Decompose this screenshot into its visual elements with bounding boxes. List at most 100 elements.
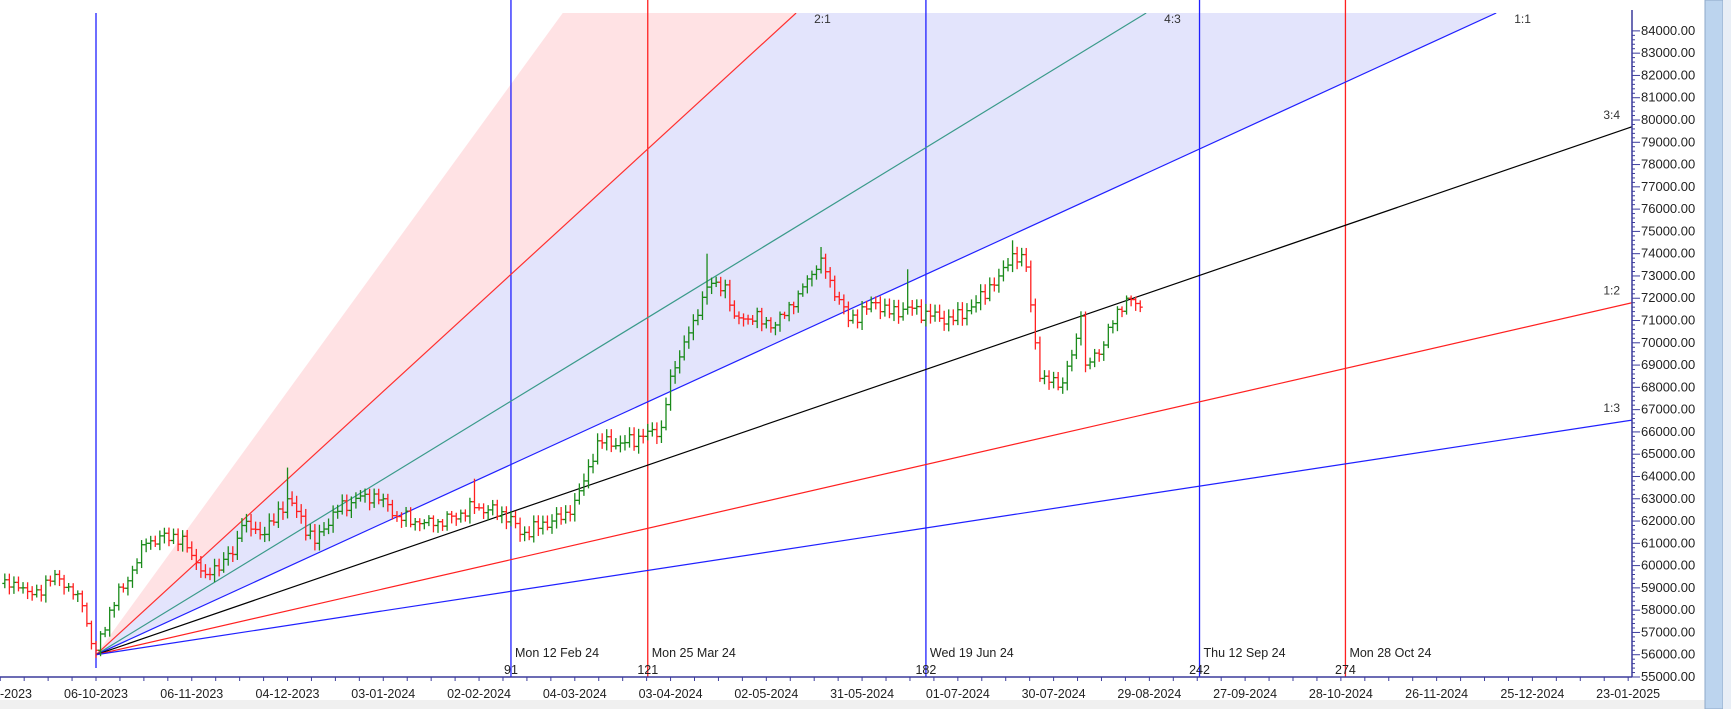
price-bar	[52, 569, 58, 586]
y-tick-label: 57000.00	[1641, 624, 1695, 639]
price-bar	[148, 535, 154, 550]
cycle-date-label: Thu 12 Sep 24	[1204, 646, 1286, 660]
price-bar	[152, 535, 158, 547]
price-bar	[891, 299, 897, 322]
price-bar	[513, 510, 519, 529]
fan-line	[95, 13, 797, 656]
y-tick-label: 75000.00	[1641, 223, 1695, 238]
fan-line-label: 1:2	[1603, 284, 1620, 298]
price-bar	[29, 586, 35, 601]
price-bar	[923, 303, 929, 327]
price-bar	[430, 515, 436, 533]
x-tick-label: 02-02-2024	[447, 687, 511, 701]
price-bar	[139, 540, 145, 569]
price-bar	[896, 299, 902, 324]
price-bar	[540, 515, 546, 535]
vertical-scrollbar[interactable]	[1704, 0, 1724, 709]
x-tick-label: 29-08-2024	[1117, 687, 1181, 701]
price-bar	[640, 428, 646, 444]
cycle-date-label: Mon 12 Feb 24	[515, 646, 599, 660]
price-bar	[549, 514, 555, 534]
price-bar	[1092, 348, 1098, 368]
price-bar	[554, 507, 560, 529]
price-bar	[116, 583, 122, 611]
price-bar	[111, 602, 117, 618]
price-bar	[444, 511, 450, 531]
price-bar	[1133, 296, 1139, 311]
y-tick-label: 56000.00	[1641, 647, 1695, 662]
price-bar	[161, 527, 167, 544]
cycle-date-label: Mon 25 Mar 24	[652, 646, 736, 660]
y-tick-label: 73000.00	[1641, 268, 1695, 283]
price-bar	[613, 438, 619, 450]
price-bar	[421, 519, 427, 530]
y-tick-label: 70000.00	[1641, 335, 1695, 350]
time-cycle-lines: 91 Mon 12 Feb 24 121 Mon 25 Mar 24 182 Wed 19…	[95, 0, 1431, 677]
price-bar	[412, 517, 418, 531]
x-tick-label: 04-12-2023	[256, 687, 320, 701]
price-bar	[576, 483, 582, 505]
price-bar	[850, 309, 856, 324]
price-bar	[11, 576, 17, 594]
fan-labels: 2:1 4:3 1:1 3:4 1:2 1:3	[814, 12, 1620, 415]
price-bar	[950, 309, 956, 326]
price-bar	[1128, 295, 1134, 307]
price-bar	[503, 506, 509, 530]
y-tick-label: 84000.00	[1641, 23, 1695, 38]
price-bar	[157, 530, 163, 551]
price-bar	[535, 515, 541, 536]
price-bar	[1051, 371, 1057, 389]
price-bar	[855, 309, 861, 329]
price-bar	[1041, 370, 1047, 385]
price-bar	[581, 473, 587, 496]
price-bar	[608, 429, 614, 453]
x-tick-label: -2023	[0, 687, 32, 701]
price-bar	[467, 497, 473, 524]
price-bar	[531, 515, 537, 543]
price-bar	[70, 583, 76, 600]
price-bar	[991, 277, 997, 292]
price-bar	[658, 420, 664, 443]
price-bar	[649, 422, 655, 437]
price-bar	[481, 503, 487, 519]
price-bar	[1010, 240, 1016, 273]
price-bar	[471, 478, 477, 514]
price-bar	[622, 435, 628, 451]
y-tick-label: 80000.00	[1641, 112, 1695, 127]
price-bar	[1110, 320, 1116, 334]
price-bar	[449, 510, 455, 524]
price-bar	[1055, 371, 1061, 391]
price-bar	[1046, 370, 1052, 390]
y-tick-label: 78000.00	[1641, 157, 1695, 172]
fan-line	[95, 13, 1147, 656]
window-border	[1723, 0, 1731, 709]
price-bar	[34, 584, 40, 598]
price-bar	[1087, 357, 1093, 370]
y-tick-label: 59000.00	[1641, 580, 1695, 595]
cycle-count-label: 121	[637, 663, 658, 677]
price-bar	[143, 538, 149, 553]
price-bar	[1064, 360, 1070, 391]
x-tick-label: 06-10-2023	[64, 687, 128, 701]
price-bar	[88, 620, 94, 650]
y-tick-label: 66000.00	[1641, 424, 1695, 439]
y-tick-label: 72000.00	[1641, 290, 1695, 305]
cycle-count-label: 91	[504, 663, 518, 677]
y-tick-label: 76000.00	[1641, 201, 1695, 216]
price-bar	[102, 626, 108, 638]
fan-line	[95, 126, 1632, 656]
axes: 84000.00 83000.00 82000.00 81000.00 80000.00…	[0, 10, 1695, 701]
x-tick-label: 31-05-2024	[830, 687, 894, 701]
price-bar	[996, 268, 1002, 293]
x-tick-label: 01-07-2024	[926, 687, 990, 701]
price-bar	[1083, 311, 1089, 373]
y-tick-label: 61000.00	[1641, 535, 1695, 550]
y-tick-label: 67000.00	[1641, 402, 1695, 417]
price-bar	[617, 435, 623, 453]
price-bar	[1014, 246, 1020, 270]
price-bar	[61, 574, 67, 595]
x-tick-label: 03-01-2024	[351, 687, 415, 701]
x-tick-label: 03-04-2024	[639, 687, 703, 701]
price-bar	[932, 304, 938, 322]
